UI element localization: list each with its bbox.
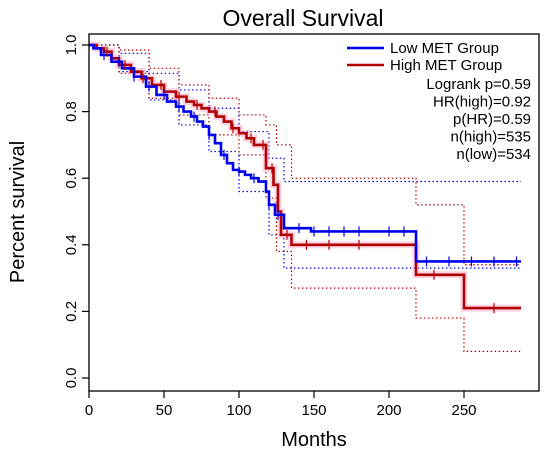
y-tick-label: 1.0: [63, 35, 80, 56]
stat-line: n(low)=534: [456, 146, 531, 163]
y-tick-label: 0.8: [63, 101, 80, 122]
x-tick-label: 250: [451, 402, 476, 419]
x-tick-label: 0: [85, 402, 93, 419]
y-tick-label: 0.0: [63, 368, 80, 389]
y-tick-label: 0.6: [63, 168, 80, 189]
legend-label: High MET Group: [390, 57, 502, 74]
x-axis-label: Months: [281, 429, 347, 451]
low-met-ci-upper: [89, 44, 521, 183]
y-tick-label: 0.2: [63, 301, 80, 322]
stat-line: HR(high)=0.92: [433, 94, 531, 111]
high-met-ci-upper: [89, 44, 521, 266]
legend-label: Low MET Group: [390, 40, 499, 57]
censor-marks: [103, 46, 518, 314]
x-tick-label: 200: [376, 402, 401, 419]
y-axis-label: Percent survival: [7, 141, 29, 283]
x-axis: 0 50 100 150 200 250: [85, 391, 477, 419]
x-tick-label: 100: [226, 402, 251, 419]
stats-block: Logrank p=0.59HR(high)=0.92p(HR)=0.59n(h…: [426, 76, 531, 163]
y-axis: 0.0 0.2 0.4 0.6 0.8 1.0: [63, 35, 89, 389]
stat-line: n(high)=535: [451, 129, 531, 146]
x-tick-label: 50: [156, 402, 173, 419]
chart-title: Overall Survival: [222, 5, 383, 31]
x-tick-label: 150: [301, 402, 326, 419]
y-tick-label: 0.4: [63, 234, 80, 255]
stat-line: Logrank p=0.59: [426, 76, 531, 93]
stat-line: p(HR)=0.59: [453, 111, 531, 128]
